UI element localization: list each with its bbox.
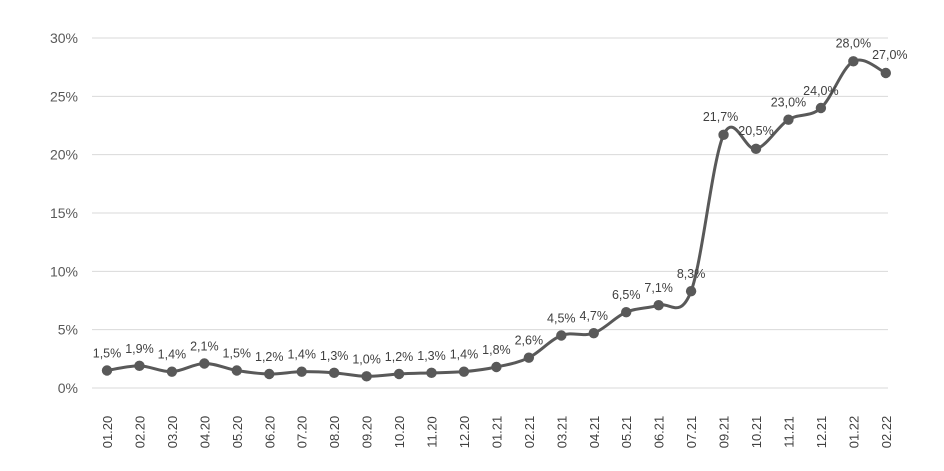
x-tick-label: 12.20 [457, 416, 472, 449]
data-label: 1,3% [417, 349, 446, 363]
data-point [685, 285, 697, 297]
x-tick-label: 06.20 [262, 416, 277, 449]
data-point [264, 368, 275, 380]
x-tick-label: 09.20 [360, 416, 375, 449]
data-label: 6,5% [612, 288, 641, 302]
data-point [621, 306, 632, 318]
y-tick-label: 5% [58, 322, 78, 338]
x-tick-label: 05.20 [230, 416, 245, 449]
data-label: 1,5% [223, 347, 252, 361]
data-point [491, 361, 502, 373]
x-tick-label: 01.20 [100, 416, 115, 449]
y-tick-label: 25% [50, 88, 78, 104]
x-tick-label: 07.21 [684, 416, 699, 449]
data-point [328, 367, 340, 379]
data-point [199, 358, 210, 369]
x-tick-label: 09.21 [717, 416, 732, 449]
y-tick-label: 15% [50, 205, 78, 221]
data-point [523, 352, 535, 363]
x-axis: 01.20 02.20 03.20 04.20 05.20 06.20 07.20 08.20… [100, 416, 894, 449]
y-tick-label: 0% [58, 380, 78, 396]
data-point [588, 327, 599, 339]
y-tick-label: 30% [50, 30, 78, 46]
data-point [426, 367, 437, 379]
x-tick-label: 02.22 [879, 416, 894, 449]
x-tick-label: 11.21 [781, 416, 796, 448]
x-tick-label: 10.21 [749, 416, 764, 449]
series-points [101, 56, 891, 382]
data-label: 1,0% [352, 352, 381, 366]
data-point [556, 330, 567, 341]
data-label: 27,0% [872, 48, 907, 62]
data-label: 1,3% [320, 349, 349, 363]
data-point [296, 366, 307, 377]
y-tick-label: 20% [50, 147, 78, 163]
data-label: 24,0% [803, 84, 838, 98]
data-point [101, 365, 113, 376]
data-point [231, 365, 242, 376]
data-label: 1,4% [287, 348, 316, 362]
data-label: 1,5% [93, 347, 122, 361]
x-tick-label: 06.21 [652, 416, 667, 449]
data-label: 21,7% [703, 110, 738, 124]
x-tick-label: 02.20 [132, 416, 147, 449]
data-point [880, 67, 891, 79]
x-tick-label: 01.22 [846, 416, 861, 449]
data-label: 28,0% [836, 36, 871, 50]
data-labels: 1,5% 1,9% 1,4%2,1% 1,5% 1,2% 1,4% 1,3% 1,0% 1,2%… [93, 36, 908, 366]
data-point [653, 299, 664, 311]
data-label: 7,1% [644, 281, 673, 295]
data-label: 1,4% [158, 348, 187, 362]
data-label: 1,2% [255, 350, 284, 364]
data-label: 1,8% [482, 343, 511, 357]
data-label: 1,2% [385, 350, 414, 364]
x-tick-label: 12.21 [814, 416, 829, 449]
x-tick-label: 04.20 [197, 416, 212, 449]
data-point [134, 360, 145, 372]
data-point [458, 366, 470, 377]
data-point [848, 56, 859, 67]
x-tick-label: 03.20 [165, 416, 180, 449]
data-point [815, 102, 827, 114]
data-label: 4,7% [580, 309, 609, 323]
data-label: 1,4% [450, 348, 479, 362]
x-tick-label: 11.20 [425, 416, 440, 448]
data-label: 1,9% [125, 342, 154, 356]
x-tick-label: 07.20 [295, 416, 310, 449]
gridlines [92, 37, 888, 389]
x-tick-label: 04.21 [587, 416, 602, 449]
series-line-path [105, 58, 888, 378]
y-tick-label: 10% [50, 263, 78, 279]
data-label: 2,1% [190, 340, 219, 354]
data-point [166, 366, 178, 377]
x-tick-label: 10.20 [392, 416, 407, 449]
x-tick-label: 03.21 [554, 416, 569, 449]
data-label: 8,3% [677, 267, 706, 281]
x-tick-label: 08.20 [327, 416, 342, 449]
data-label: 20,5% [738, 124, 773, 138]
data-point [750, 143, 762, 155]
series-line [105, 58, 888, 378]
data-label: 4,5% [547, 312, 576, 326]
data-label: 2,6% [515, 334, 544, 348]
x-tick-label: 01.21 [489, 416, 504, 449]
data-point [783, 114, 794, 125]
x-tick-label: 05.21 [619, 416, 634, 449]
data-label: 23,0% [771, 96, 806, 110]
x-tick-label: 02.21 [522, 416, 537, 449]
data-point [361, 371, 372, 382]
data-point [393, 368, 405, 380]
y-axis: 0% 5% 10% 15% 20% 25% 30% [50, 30, 78, 396]
data-point [718, 129, 729, 141]
